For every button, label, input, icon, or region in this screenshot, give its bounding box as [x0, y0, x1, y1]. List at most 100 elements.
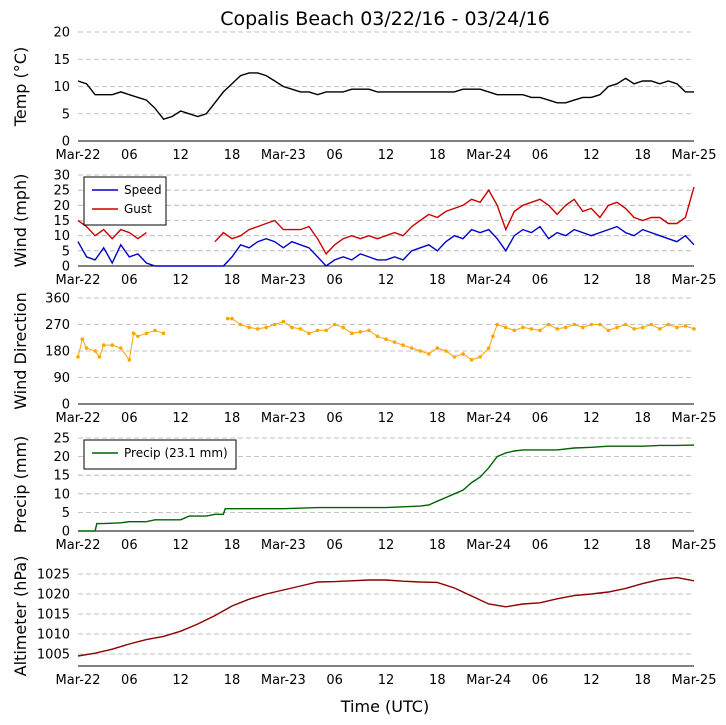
- x-tick-label: 06: [326, 411, 343, 426]
- panel-wind_direction: 0 90 180 270 360 Mar-22 06 12 18 Mar-23 06 12 18 Mar-…: [11, 292, 716, 427]
- series-altimeter-0: [77, 576, 695, 657]
- x-tick-label: Mar-23: [261, 538, 306, 553]
- x-tick-label: 12: [583, 673, 600, 688]
- y-tick-label: 0: [62, 398, 70, 413]
- x-tick-label: Mar-24: [466, 673, 511, 688]
- x-tick-label: 12: [378, 273, 395, 288]
- x-tick-label: Mar-23: [261, 411, 306, 426]
- x-tick-label: 12: [172, 148, 189, 163]
- x-tick-label: 18: [224, 673, 241, 688]
- x-tick-label: Mar-22: [56, 538, 101, 553]
- x-tick-label: 06: [121, 273, 138, 288]
- y-tick-label: 10: [53, 487, 70, 502]
- x-tick-label: 18: [224, 273, 241, 288]
- x-tick-label: 18: [634, 411, 651, 426]
- y-tick-label: 20: [53, 450, 70, 465]
- x-tick-label: 12: [378, 411, 395, 426]
- y-tick-label: 1005: [37, 648, 70, 663]
- y-tick-label: 360: [45, 292, 70, 307]
- series-line: [77, 318, 695, 362]
- series-temp-0: [77, 72, 694, 121]
- x-tick-label: 18: [429, 411, 446, 426]
- legend-label: Gust: [124, 202, 152, 216]
- x-tick-label: 06: [121, 411, 138, 426]
- y-tick-label: 270: [45, 318, 70, 333]
- y-tick-label: 0: [62, 525, 70, 540]
- y-tick-label: 90: [53, 371, 70, 386]
- x-tick-label: 18: [429, 538, 446, 553]
- y-tick-label: 15: [53, 53, 70, 68]
- legend-box: [83, 176, 167, 226]
- x-tick-label: 06: [121, 148, 138, 163]
- x-tick-label: 06: [121, 673, 138, 688]
- legend-box: [83, 439, 237, 470]
- x-tick-label: 12: [172, 411, 189, 426]
- y-tick-label: 25: [53, 184, 70, 199]
- x-tick-label: Mar-22: [56, 273, 101, 288]
- y-tick-label: 10: [53, 229, 70, 244]
- chart-title: Copalis Beach 03/22/16 - 03/24/16: [220, 8, 550, 30]
- x-tick-label: 18: [634, 673, 651, 688]
- legend-wind: Speed Gust: [83, 176, 167, 226]
- x-tick-label: 12: [172, 673, 189, 688]
- x-tick-label: 18: [429, 273, 446, 288]
- y-tick-label: 5: [62, 107, 70, 122]
- x-tick-label: 12: [583, 148, 600, 163]
- x-tick-label: 12: [378, 538, 395, 553]
- x-tick-label: Mar-22: [56, 411, 101, 426]
- legend-label: Speed: [124, 183, 162, 197]
- y-tick-label: 30: [53, 169, 70, 184]
- x-tick-label: 12: [378, 673, 395, 688]
- x-tick-label: 12: [172, 538, 189, 553]
- x-tick-label: 06: [326, 538, 343, 553]
- x-tick-label: 18: [634, 148, 651, 163]
- x-tick-label: 12: [583, 411, 600, 426]
- x-tick-label: 06: [532, 411, 549, 426]
- x-tick-label: 18: [224, 148, 241, 163]
- x-tick-label: 06: [532, 673, 549, 688]
- y-tick-label: 0: [62, 135, 70, 150]
- y-tick-label: 15: [53, 469, 70, 484]
- x-tick-label: 18: [224, 538, 241, 553]
- x-tick-label: 12: [583, 273, 600, 288]
- y-tick-label: 1020: [37, 588, 70, 603]
- x-tick-label: 18: [634, 538, 651, 553]
- y-tick-label: 10: [53, 80, 70, 95]
- y-tick-label: 1025: [37, 568, 70, 583]
- x-tick-label: 06: [326, 673, 343, 688]
- x-tick-label: Mar-24: [466, 411, 511, 426]
- series-wind-speed: [77, 225, 695, 267]
- x-tick-label: Mar-25: [672, 538, 717, 553]
- x-tick-label: Mar-23: [261, 673, 306, 688]
- x-tick-label: 18: [224, 411, 241, 426]
- x-tick-label: Mar-22: [56, 148, 101, 163]
- series-wind-gust: [77, 186, 695, 256]
- x-tick-label: Mar-24: [466, 273, 511, 288]
- x-tick-label: 18: [429, 673, 446, 688]
- legend-label: Precip (23.1 mm): [124, 446, 228, 460]
- x-axis-label: Time (UTC): [340, 697, 429, 716]
- y-tick-label: 15: [53, 214, 70, 229]
- y-tick-label: 0: [62, 260, 70, 275]
- x-tick-label: 12: [583, 538, 600, 553]
- x-tick-label: Mar-25: [672, 273, 717, 288]
- x-tick-label: Mar-23: [261, 273, 306, 288]
- series-precip-precip: [78, 444, 695, 532]
- x-tick-label: 06: [121, 538, 138, 553]
- x-tick-label: 06: [532, 273, 549, 288]
- x-tick-label: Mar-23: [261, 148, 306, 163]
- x-tick-label: 18: [634, 273, 651, 288]
- x-tick-label: Mar-25: [672, 148, 717, 163]
- data-point: [692, 327, 696, 331]
- series-wind_direction-0: [76, 316, 696, 362]
- y-tick-label: 180: [45, 345, 70, 360]
- x-tick-label: Mar-24: [466, 148, 511, 163]
- y-axis-label: Altimeter (hPa): [11, 556, 30, 677]
- y-tick-label: 20: [53, 26, 70, 41]
- x-tick-label: 06: [326, 273, 343, 288]
- x-tick-label: 06: [532, 538, 549, 553]
- panel-altimeter: 1005 1010 1015 1020 1025 Mar-22 06 12 18 Mar-23 06…: [11, 556, 716, 688]
- x-tick-label: 06: [532, 148, 549, 163]
